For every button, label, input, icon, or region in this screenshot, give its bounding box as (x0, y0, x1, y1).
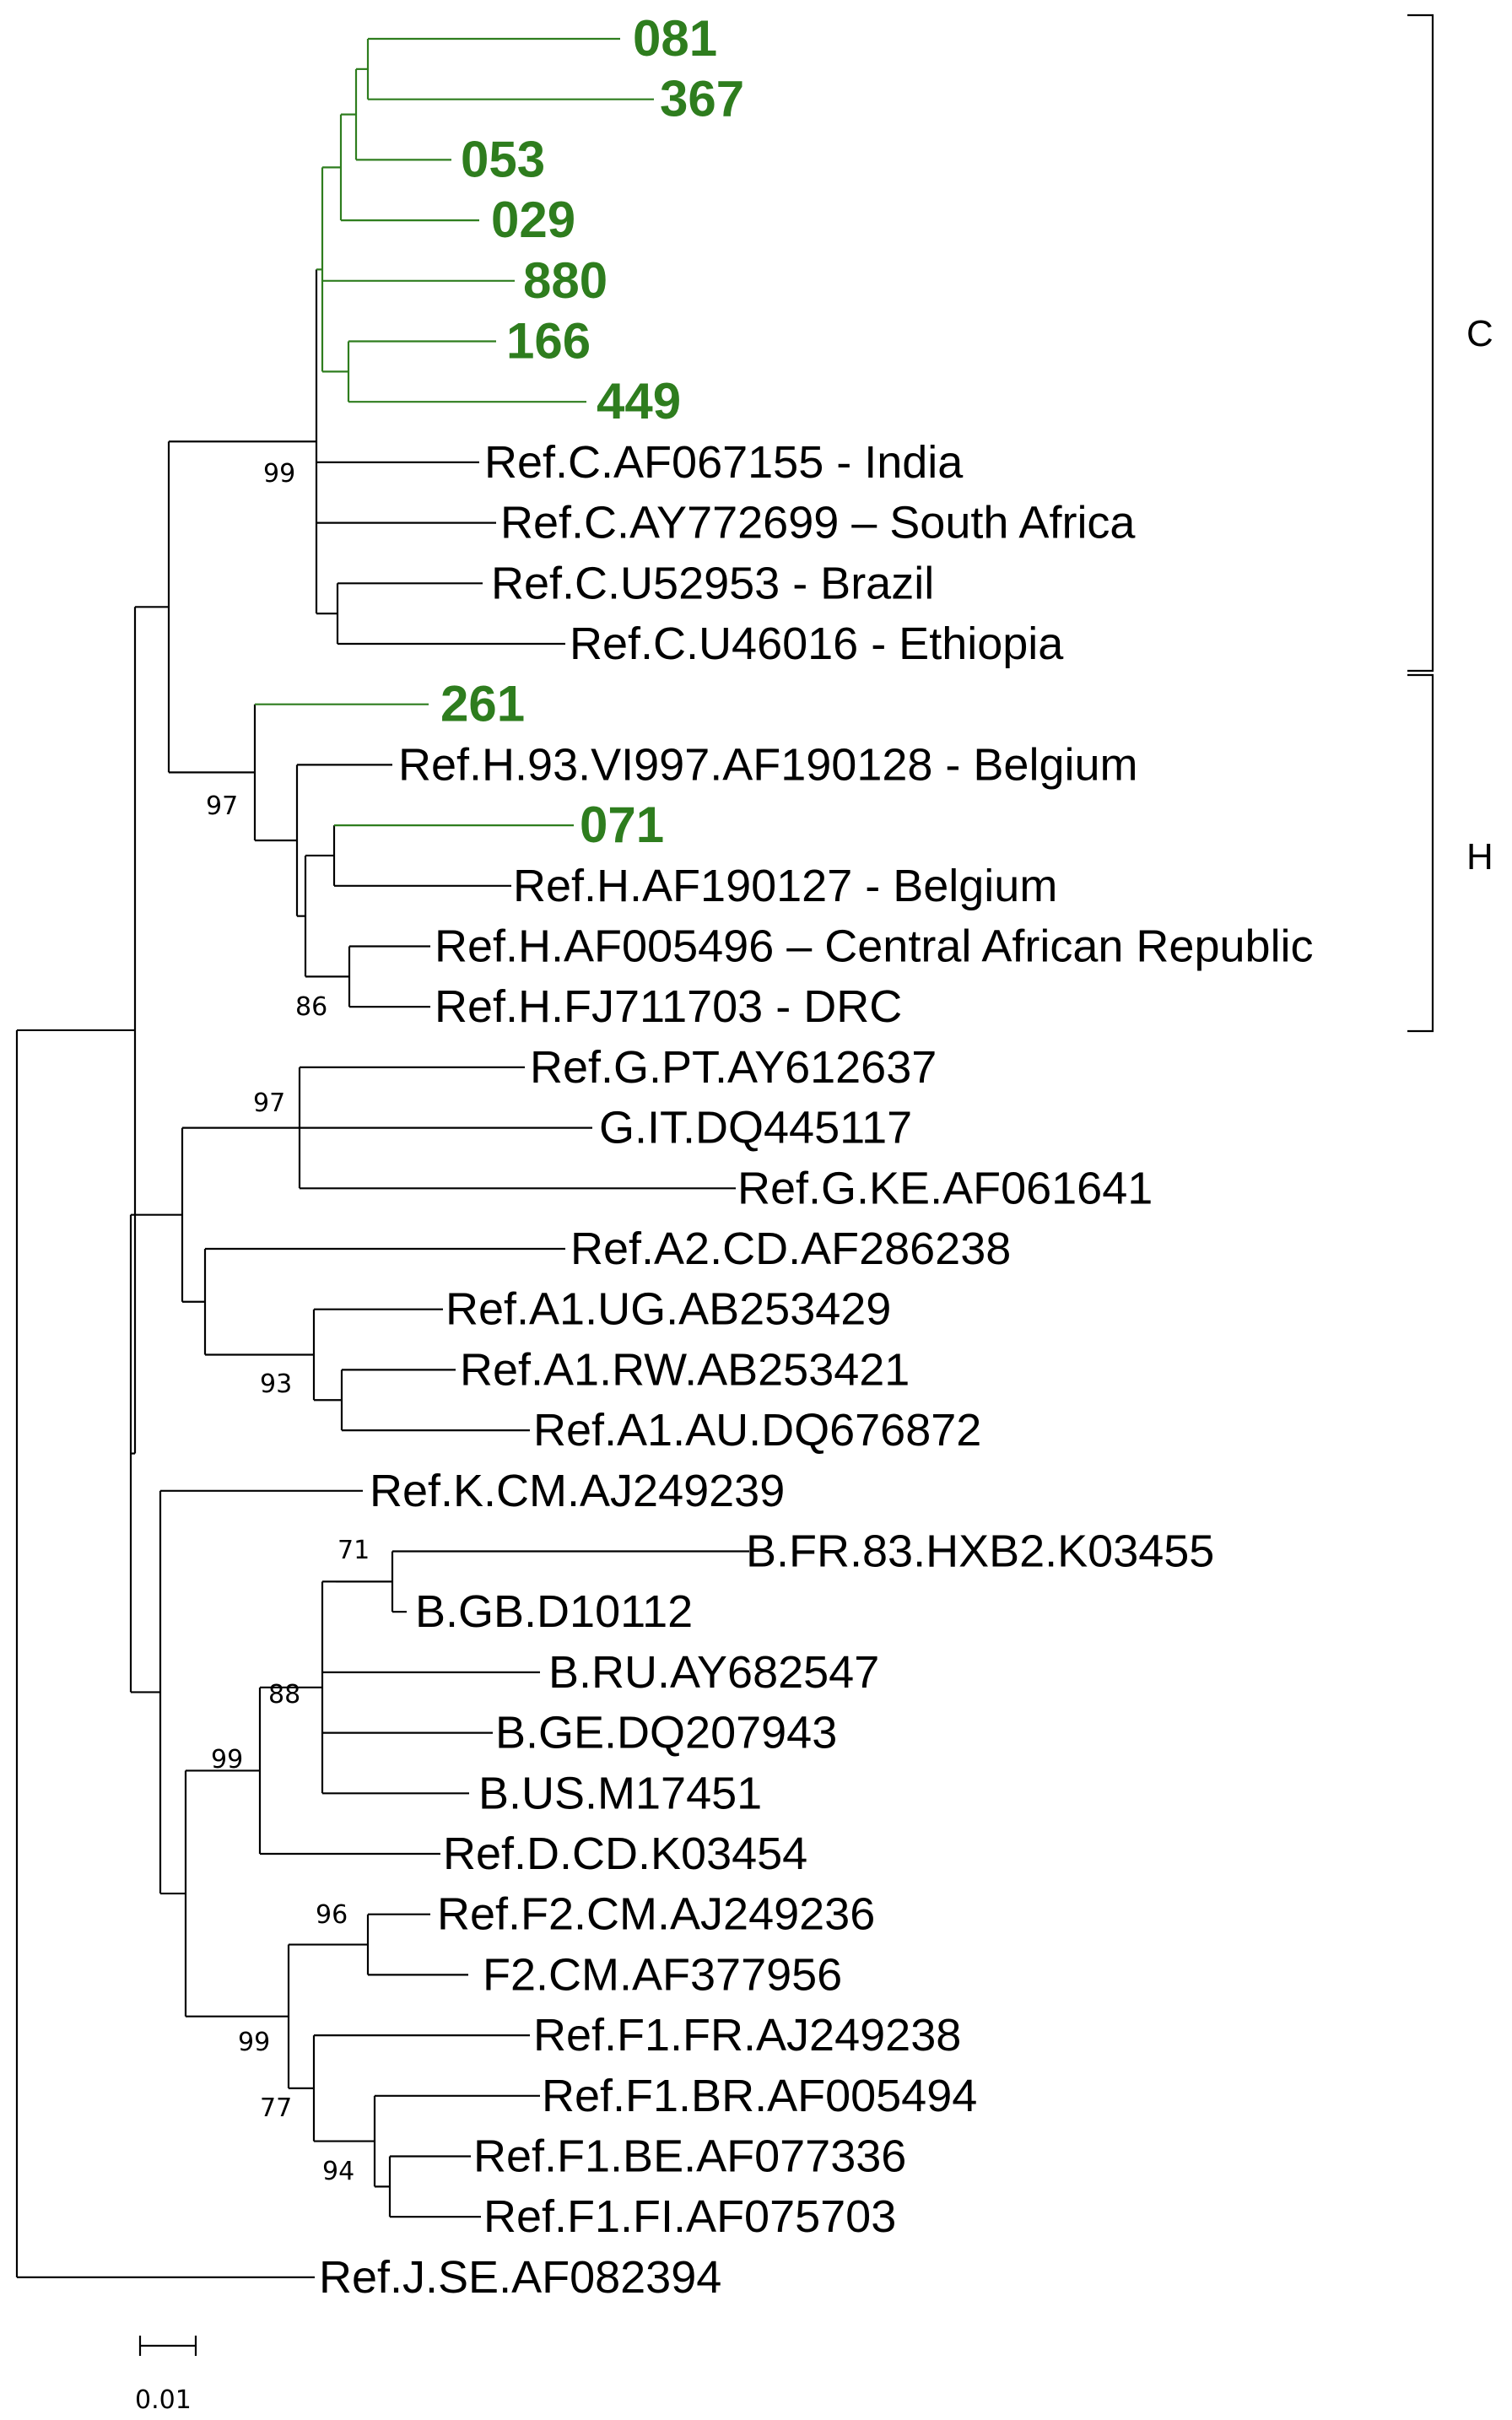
taxon-label: Ref.D.CD.K03454 (443, 1829, 807, 1879)
taxon-label: Ref.H.AF005496 – Central African Republi… (435, 921, 1314, 972)
bootstrap-value: 86 (295, 992, 327, 1022)
bootstrap-value: 94 (322, 2157, 354, 2186)
taxon-label: Ref.F1.FR.AJ249238 (533, 2010, 961, 2061)
taxon-label: 449 (597, 373, 681, 429)
taxon-label: Ref.C.U46016 - Ethiopia (570, 619, 1064, 669)
bootstrap-value: 77 (260, 2093, 292, 2123)
bootstrap-value: 96 (316, 1900, 348, 1930)
taxon-label: Ref.F2.CM.AJ249236 (437, 1889, 875, 1940)
taxon-label: B.RU.AY682547 (548, 1647, 879, 1698)
taxon-label: 880 (523, 252, 608, 309)
taxon-label: Ref.F1.BR.AF005494 (542, 2071, 977, 2121)
taxon-label: 071 (580, 797, 664, 853)
taxon-label: Ref.A1.AU.DQ676872 (533, 1405, 981, 1456)
bootstrap-value: 97 (253, 1088, 285, 1118)
taxon-label: F2.CM.AF377956 (483, 1949, 842, 2000)
taxon-label: B.FR.83.HXB2.K03455 (746, 1526, 1214, 1577)
taxon-label: Ref.A1.RW.AB253421 (460, 1344, 910, 1395)
taxon-label: 166 (506, 313, 591, 370)
taxon-label: Ref.G.PT.AY612637 (530, 1042, 937, 1093)
taxon-label: Ref.C.AF067155 - India (484, 437, 964, 488)
taxon-label: Ref.H.FJ711703 - DRC (435, 981, 902, 1032)
taxon-label: 053 (461, 131, 545, 187)
taxon-label: B.GB.D10112 (415, 1586, 693, 1637)
bootstrap-value: 99 (238, 2028, 270, 2057)
taxon-label: B.GE.DQ207943 (495, 1708, 837, 1758)
bootstrap-value: 97 (206, 791, 238, 821)
taxon-label: 081 (633, 10, 717, 67)
scale-bar (138, 2336, 197, 2356)
taxon-label: Ref.A1.UG.AB253429 (446, 1284, 891, 1335)
scale-bar-label: 0.01 (135, 2385, 192, 2415)
taxon-label: Ref.H.93.VI997.AF190128 - Belgium (398, 739, 1138, 790)
clade-bracket-cladeC (1407, 14, 1434, 673)
taxon-label: 367 (660, 71, 744, 127)
taxon-label: Ref.A2.CD.AF286238 (570, 1224, 1011, 1274)
bootstrap-value: 99 (211, 1745, 243, 1774)
taxon-label: Ref.F1.FI.AF075703 (483, 2191, 896, 2242)
taxon-label: Ref.G.KE.AF061641 (737, 1163, 1153, 1213)
taxon-label: Ref.F1.BE.AF077336 (473, 2131, 906, 2182)
taxon-label: G.IT.DQ445117 (599, 1103, 912, 1153)
taxon-label: Ref.C.AY772699 – South Africa (500, 498, 1136, 548)
bootstrap-value: 71 (338, 1536, 370, 1565)
taxon-label: Ref.C.U52953 - Brazil (491, 558, 934, 608)
taxon-label: B.US.M17451 (478, 1768, 762, 1818)
bootstrap-value: 99 (263, 459, 295, 489)
clade-label: H (1466, 836, 1493, 878)
taxon-label: Ref.J.SE.AF082394 (319, 2252, 721, 2303)
clade-bracket-cladeH (1407, 673, 1434, 1033)
taxon-label: Ref.H.AF190127 - Belgium (513, 861, 1057, 911)
taxon-label: 029 (491, 192, 575, 248)
bootstrap-value: 88 (268, 1680, 300, 1710)
taxon-label: Ref.K.CM.AJ249239 (370, 1466, 785, 1516)
clade-label: C (1466, 313, 1493, 354)
bootstrap-value: 93 (260, 1369, 292, 1399)
taxon-label: 261 (440, 676, 525, 732)
